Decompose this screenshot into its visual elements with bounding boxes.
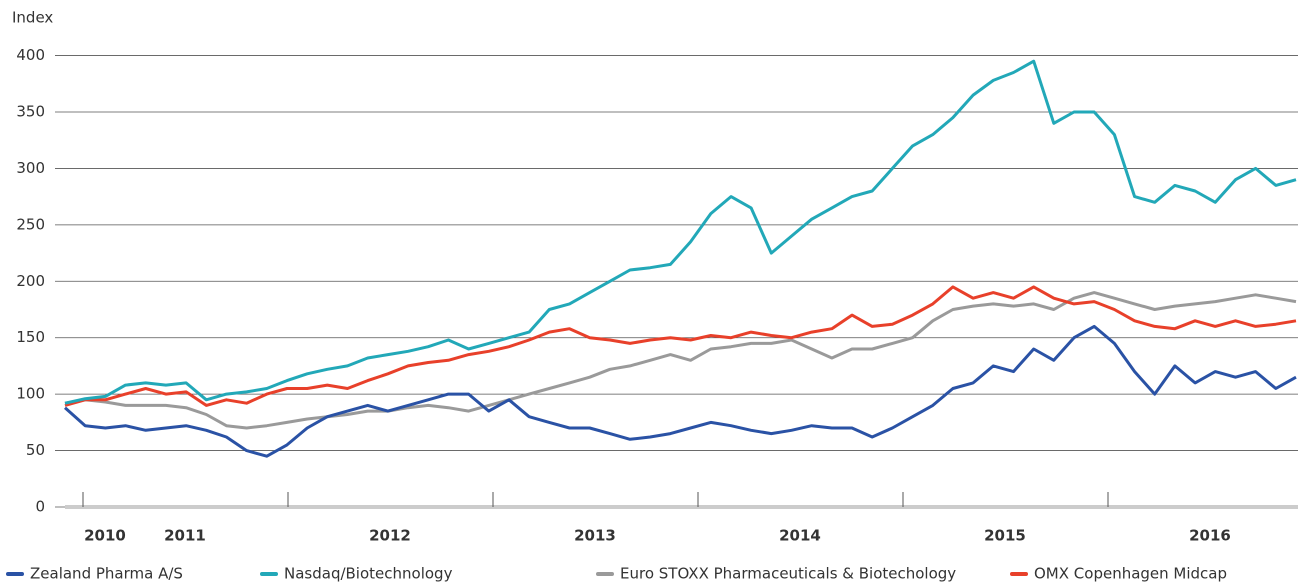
y-tick-label: 100 — [16, 385, 45, 403]
y-axis-label: Index — [12, 9, 53, 27]
series-line — [64, 291, 1297, 430]
series-line — [64, 59, 1297, 405]
legend-label: Euro STOXX Pharmaceuticals & Biotecholog… — [620, 565, 956, 583]
series-line — [64, 285, 1297, 407]
legend-label: OMX Copenhagen Midcap — [1034, 565, 1227, 583]
x-tick-label: 2016 — [1189, 527, 1231, 545]
x-tick-label: 2010 — [84, 527, 126, 545]
y-tick-label: 150 — [16, 328, 45, 346]
series-line — [64, 324, 1297, 458]
y-tick-label: 250 — [16, 215, 45, 233]
y-tick-label: 300 — [16, 159, 45, 177]
legend-label: Zealand Pharma A/S — [30, 565, 183, 583]
x-tick-label: 2014 — [779, 527, 821, 545]
x-tick-label: 2011 — [164, 527, 206, 545]
y-tick-label: 0 — [35, 498, 45, 516]
x-tick-label: 2015 — [984, 527, 1026, 545]
x-tick-label: 2013 — [574, 527, 616, 545]
y-tick-label: 400 — [16, 46, 45, 64]
legend-label: Nasdaq/Biotechnology — [284, 565, 453, 583]
y-tick-label: 50 — [26, 441, 45, 459]
x-tick-label: 2012 — [369, 527, 411, 545]
y-tick-label: 200 — [16, 272, 45, 290]
y-tick-label: 350 — [16, 103, 45, 121]
